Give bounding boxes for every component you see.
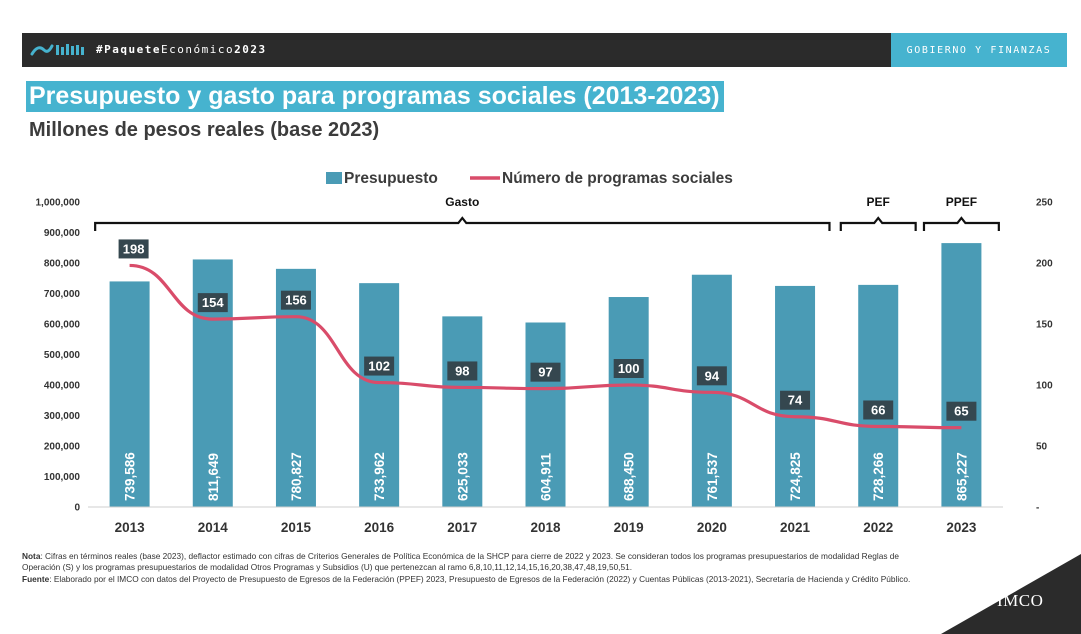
y-right-tick-label: 250 (1036, 198, 1053, 209)
legend-swatch-presupuesto (326, 172, 342, 184)
line-label-box (530, 362, 561, 382)
line-label-box (447, 361, 478, 381)
bar-value-label: 733,962 (372, 452, 387, 501)
bracket-label: Gasto (445, 195, 479, 209)
bar-value-label: 739,586 (123, 452, 138, 501)
y-right-tick-label: - (1036, 503, 1039, 514)
bar-presupuesto (941, 243, 982, 507)
x-tick-label: 2013 (115, 520, 146, 535)
line-value-label: 102 (368, 359, 390, 374)
bar-value-label: 688,450 (622, 452, 637, 501)
y-left-tick-label: 1,000,000 (36, 198, 81, 209)
y-left-tick-label: 400,000 (44, 381, 81, 392)
section-tag: GOBIERNO Y FINANZAS (891, 33, 1067, 67)
bar-value-label: 625,033 (455, 452, 470, 501)
x-tick-label: 2020 (697, 520, 727, 535)
x-tick-label: 2017 (447, 520, 477, 535)
line-value-label: 65 (954, 404, 968, 419)
y-left-tick-label: 900,000 (44, 228, 81, 239)
bar-value-label: 761,537 (705, 452, 720, 501)
legend-label-programas: Número de programas sociales (502, 170, 733, 187)
bracket-ppef (922, 216, 1000, 231)
bar-value-label: 728,266 (871, 452, 886, 501)
bar-presupuesto (525, 322, 566, 507)
chart-subtitle: Millones de pesos reales (base 2023) (29, 119, 380, 141)
bar-value-label: 604,911 (539, 452, 554, 501)
bar-presupuesto (359, 283, 400, 507)
y-left-tick-label: 100,000 (44, 472, 81, 483)
chart: Presupuesto Número de programas sociales 0… (36, 170, 1054, 535)
line-label-box (364, 356, 395, 376)
line-label-box (280, 290, 311, 310)
x-tick-label: 2016 (364, 520, 395, 535)
y-left-tick-label: 800,000 (44, 259, 81, 270)
x-tick-label: 2019 (614, 520, 644, 535)
bracket-label: PEF (867, 195, 890, 209)
line-label-box (780, 390, 811, 410)
y-right-tick-label: 50 (1036, 442, 1048, 453)
line-label-box (696, 366, 727, 386)
y-left-tick-label: 200,000 (44, 442, 81, 453)
top-banner: #PaqueteEconómico2023 GOBIERNO Y FINANZA… (22, 33, 1067, 67)
y-left-tick-label: 300,000 (44, 411, 81, 422)
corner-decoration (941, 554, 1081, 634)
x-tick-label: 2022 (863, 520, 893, 535)
line-label-box (946, 401, 977, 421)
imco-logo: IMCO (997, 591, 1044, 610)
legend-label-presupuesto: Presupuesto (344, 170, 438, 187)
y-right-tick-label: 100 (1036, 381, 1053, 392)
x-tick-label: 2021 (780, 520, 811, 535)
bracket-gasto (94, 216, 831, 231)
x-tick-label: 2015 (281, 520, 312, 535)
line-value-label: 74 (788, 393, 803, 408)
y-left-tick-label: 0 (74, 503, 80, 514)
bar-value-label: 780,827 (289, 452, 304, 501)
line-label-box (118, 239, 149, 259)
line-value-label: 94 (705, 368, 720, 383)
line-label-box (863, 400, 894, 420)
bar-presupuesto (442, 316, 483, 507)
bar-presupuesto (608, 297, 649, 507)
line-label-box (613, 359, 644, 378)
bar-presupuesto (109, 281, 150, 507)
y-left-tick-label: 700,000 (44, 289, 81, 300)
y-right-tick-label: 150 (1036, 320, 1053, 331)
hashtag: #PaqueteEconómico2023 (96, 43, 267, 56)
bar-presupuesto (858, 284, 899, 507)
x-tick-label: 2014 (198, 520, 229, 535)
chart-title: Presupuesto y gasto para programas socia… (26, 81, 724, 112)
line-value-label: 97 (538, 365, 552, 380)
y-left-tick-label: 600,000 (44, 320, 81, 331)
line-value-label: 66 (871, 402, 885, 417)
line-value-label: 100 (618, 361, 640, 376)
line-programas (129, 263, 962, 430)
line-value-label: 156 (285, 293, 307, 308)
bar-value-label: 724,825 (788, 452, 803, 501)
footnote: Nota: Cifras en términos reales (base 20… (22, 551, 911, 584)
y-left-tick-label: 500,000 (44, 350, 81, 361)
line-value-label: 198 (123, 241, 145, 256)
line-value-label: 154 (202, 295, 224, 310)
brand-wave-icon (30, 44, 84, 56)
bracket-label: PPEF (946, 195, 977, 209)
line-label-box (197, 293, 228, 313)
bracket-pef (839, 216, 917, 231)
bar-value-label: 811,649 (206, 453, 221, 501)
x-tick-label: 2023 (946, 520, 977, 535)
x-tick-label: 2018 (530, 520, 561, 535)
y-right-tick-label: 200 (1036, 259, 1053, 270)
line-value-label: 98 (455, 363, 469, 378)
bar-value-label: 865,227 (954, 452, 969, 501)
